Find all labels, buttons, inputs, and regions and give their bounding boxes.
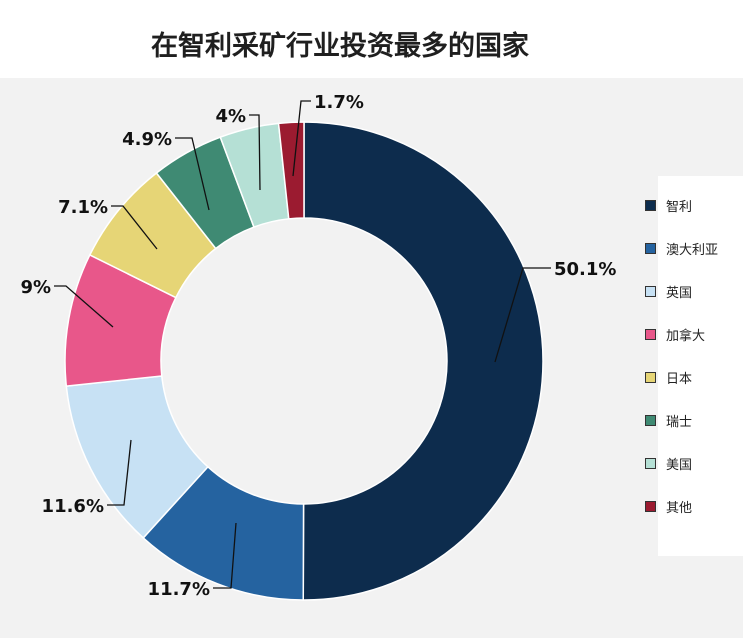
data-label-6: 4% xyxy=(215,106,246,127)
legend-swatch-5 xyxy=(645,414,656,426)
slice-7 xyxy=(277,121,305,220)
leader-line-0 xyxy=(494,267,551,363)
leader-line-4 xyxy=(111,205,158,250)
legend-label-1: 澳大利亚 xyxy=(666,242,719,258)
data-label-0: 50.1% xyxy=(554,259,616,280)
legend-item-2: 英国 xyxy=(645,283,693,301)
data-label-4: 7.1% xyxy=(58,197,108,218)
leader-line-2 xyxy=(107,439,132,506)
data-label-5: 4.9% xyxy=(122,129,172,150)
legend-label-0: 智利 xyxy=(666,199,693,215)
legend-swatch-1 xyxy=(645,242,656,254)
legend-swatch-4 xyxy=(645,371,656,383)
data-label-3: 9% xyxy=(20,277,51,298)
legend-swatch-3 xyxy=(645,328,656,340)
slice-0 xyxy=(302,121,544,601)
leader-line-1 xyxy=(213,522,237,589)
legend-label-5: 瑞士 xyxy=(666,414,693,430)
legend-item-1: 澳大利亚 xyxy=(645,240,719,258)
legend-item-0: 智利 xyxy=(645,197,693,215)
legend-label-7: 其他 xyxy=(666,500,693,516)
legend-swatch-7 xyxy=(645,500,656,512)
legend-label-3: 加拿大 xyxy=(666,328,706,344)
legend-swatch-2 xyxy=(645,285,656,297)
leader-line-3 xyxy=(54,285,114,328)
chart-title: 在智利采矿行业投资最多的国家 xyxy=(151,31,529,62)
legend-item-3: 加拿大 xyxy=(645,326,706,344)
legend-label-4: 日本 xyxy=(666,371,693,387)
legend-swatch-0 xyxy=(645,199,656,211)
legend-item-6: 美国 xyxy=(645,455,693,473)
data-label-2: 11.6% xyxy=(42,496,104,517)
data-label-7: 1.7% xyxy=(314,92,364,113)
legend-swatch-6 xyxy=(645,457,656,469)
legend-item-5: 瑞士 xyxy=(645,412,693,430)
legend-background xyxy=(658,176,743,556)
leader-line-6 xyxy=(249,114,261,191)
leader-line-5 xyxy=(175,137,210,211)
legend-label-6: 美国 xyxy=(666,457,693,473)
legend-item-7: 其他 xyxy=(645,498,693,516)
legend-item-4: 日本 xyxy=(645,369,693,387)
data-label-1: 11.7% xyxy=(148,579,210,600)
legend-label-2: 英国 xyxy=(666,285,693,301)
leader-line-7 xyxy=(292,100,311,177)
